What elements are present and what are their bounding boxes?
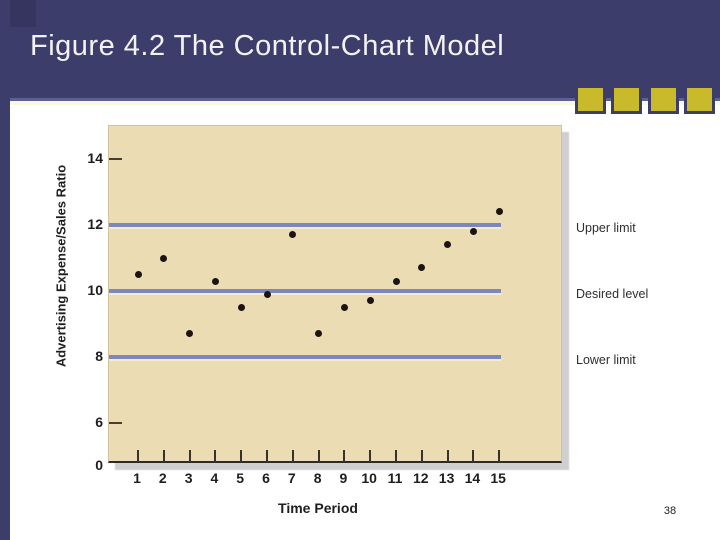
limit-line-highlight xyxy=(109,359,501,361)
x-tick-mark xyxy=(291,450,294,462)
x-tick-mark xyxy=(162,450,165,462)
page-number: 38 xyxy=(663,505,677,517)
x-tick-label: 3 xyxy=(184,470,193,486)
data-point xyxy=(263,290,271,298)
x-tick-mark xyxy=(369,450,372,462)
x-tick-label: 11 xyxy=(387,470,403,486)
data-point xyxy=(340,304,348,311)
data-point xyxy=(444,241,452,249)
x-tick-label: 4 xyxy=(210,470,219,486)
limit-label: Desired level xyxy=(576,287,649,301)
y-axis-title: Advertising Expense/Sales Ratio xyxy=(53,164,69,368)
x-axis-title: Time Period xyxy=(278,500,358,516)
y-tick-mark xyxy=(109,158,122,160)
data-point xyxy=(186,330,194,338)
y-tick-label: 12 xyxy=(87,216,103,232)
x-tick-mark xyxy=(214,450,217,462)
accent-square-icon xyxy=(684,85,715,114)
data-point xyxy=(495,208,503,216)
data-point xyxy=(366,297,374,305)
chart-plot-area xyxy=(108,125,562,463)
limit-label: Lower limit xyxy=(576,353,636,367)
x-tick-mark xyxy=(446,450,449,462)
desired-level-line xyxy=(109,289,501,293)
y-tick-label: 14 xyxy=(87,150,103,166)
x-tick-mark xyxy=(420,450,423,462)
x-tick-label: 2 xyxy=(158,470,167,486)
data-point xyxy=(418,264,426,272)
upper-limit-line xyxy=(109,223,501,227)
x-tick-label: 6 xyxy=(262,470,270,486)
x-tick-label: 1 xyxy=(133,470,141,486)
y-tick-label: 10 xyxy=(87,282,103,298)
lower-limit-line xyxy=(109,355,501,359)
x-tick-mark xyxy=(266,450,268,462)
x-tick-label: 14 xyxy=(464,470,481,486)
data-point xyxy=(469,228,477,236)
left-edge-bar xyxy=(0,0,10,540)
x-tick-label: 7 xyxy=(287,470,296,486)
x-tick-mark xyxy=(317,450,320,462)
data-point xyxy=(289,231,297,239)
x-tick-label: 12 xyxy=(413,470,429,486)
x-tick-label: 9 xyxy=(339,470,348,486)
data-point xyxy=(160,254,168,262)
y-tick-label: 6 xyxy=(95,414,103,430)
x-tick-mark xyxy=(343,450,346,462)
x-tick-label: 13 xyxy=(438,470,455,486)
data-point xyxy=(211,277,219,285)
x-tick-label: 15 xyxy=(490,470,506,486)
accent-square-icon xyxy=(611,85,642,114)
y-tick-label: 0 xyxy=(95,457,103,473)
header-accent-strip-light xyxy=(0,101,720,105)
header-accent-strip xyxy=(0,98,720,101)
x-tick-mark xyxy=(240,450,243,462)
x-tick-label: 8 xyxy=(313,470,322,486)
x-tick-mark xyxy=(472,450,475,462)
y-tick-label: 8 xyxy=(95,348,103,364)
data-point xyxy=(392,277,400,285)
data-point xyxy=(237,304,245,311)
x-tick-mark xyxy=(498,450,501,462)
x-tick-mark xyxy=(395,450,397,462)
accent-square-icon xyxy=(648,85,679,114)
header-bar xyxy=(0,0,720,98)
x-tick-label: 10 xyxy=(361,470,377,486)
accent-square-icon xyxy=(575,85,606,114)
x-tick-mark xyxy=(188,450,191,462)
data-point xyxy=(315,330,323,338)
limit-line-highlight xyxy=(109,227,501,229)
slide-title: Figure 4.2 The Control-Chart Model xyxy=(30,30,505,62)
x-tick-mark xyxy=(137,450,139,462)
y-tick-mark xyxy=(109,422,122,424)
x-tick-label: 5 xyxy=(236,470,245,486)
limit-line-highlight xyxy=(109,293,501,295)
limit-label: Upper limit xyxy=(576,221,636,235)
data-point xyxy=(134,271,142,278)
